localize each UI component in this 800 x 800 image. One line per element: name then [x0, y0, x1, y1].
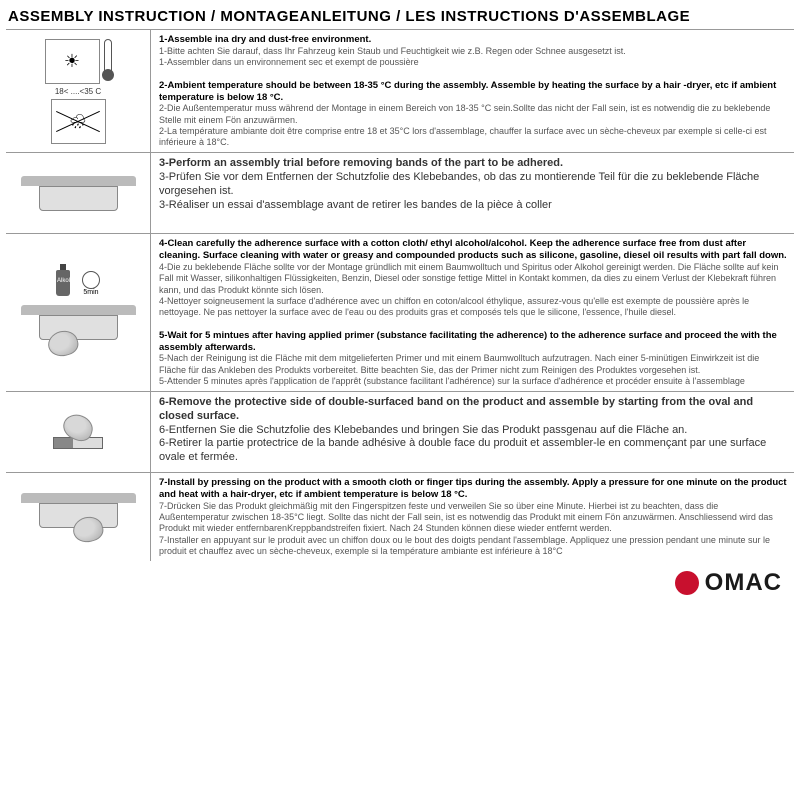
step-7-illustration — [6, 473, 151, 561]
step-6-fr: 6-Retirer la partie protectrice de la ba… — [159, 437, 766, 463]
step-5-en: 5-Wait for 5 mintues after having applie… — [159, 330, 777, 353]
logo-text: OMAC — [705, 569, 782, 597]
step-7-de: 7-Drücken Sie das Produkt gleichmäßig mi… — [159, 501, 773, 534]
timer-label: 5min — [83, 289, 98, 296]
step-1-de: 1-Bitte achten Sie darauf, dass Ihr Fahr… — [159, 46, 626, 56]
trim-piece-icon — [21, 176, 136, 211]
step-3-fr: 3-Réaliser un essai d'assemblage avant d… — [159, 199, 552, 211]
footer: OMAC — [6, 561, 794, 597]
step-5-fr: 5-Attender 5 minutes après l'application… — [159, 376, 745, 386]
step-5-de: 5-Nach der Reinigung ist die Fläche mit … — [159, 353, 759, 374]
page-title: ASSEMBLY INSTRUCTION / MONTAGEANLEITUNG … — [6, 6, 794, 29]
step-1-2-illustration: ☀ 18< ....<35 C 🌧 — [6, 30, 151, 152]
timer-icon — [82, 271, 100, 289]
step-6-text: 6-Remove the protective side of double-s… — [151, 392, 794, 472]
step-3-text: 3-Perform an assembly trial before remov… — [151, 153, 794, 233]
logo-dot-icon — [675, 571, 699, 595]
sun-icon: ☀ — [45, 39, 100, 84]
step-1-en: 1-Assemble ina dry and dust-free environ… — [159, 34, 371, 45]
no-water-icon: 🌧 — [51, 99, 106, 144]
step-4-fr: 4-Nettoyer soigneusement la surface d'ad… — [159, 296, 749, 317]
thermometer-icon — [104, 39, 112, 79]
step-2-en: 2-Ambient temperature should be between … — [159, 80, 776, 103]
step-1-2-text: 1-Assemble ina dry and dust-free environ… — [151, 30, 794, 152]
trim-clean-icon — [21, 305, 136, 340]
step-4-5-text: 4-Clean carefully the adherence surface … — [151, 234, 794, 391]
step-3-en: 3-Perform an assembly trial before remov… — [159, 157, 563, 169]
step-1-fr: 1-Assembler dans un environnement sec et… — [159, 57, 419, 67]
step-3-illustration — [6, 153, 151, 233]
step-1-2-row: ☀ 18< ....<35 C 🌧 1-Assemble ina dry and… — [6, 29, 794, 152]
step-4-de: 4-Die zu beklebende Fläche sollte vor de… — [159, 262, 778, 295]
step-4-5-illustration: Alkol 5min — [6, 234, 151, 391]
step-2-de: 2-Die Außentemperatur muss während der M… — [159, 103, 770, 124]
step-6-de: 6-Entfernen Sie die Schutzfolie des Kleb… — [159, 424, 687, 436]
step-3-de: 3-Prüfen Sie vor dem Entfernen der Schut… — [159, 171, 759, 197]
step-4-5-row: Alkol 5min 4-Clean carefully the adheren… — [6, 233, 794, 391]
step-6-row: 6-Remove the protective side of double-s… — [6, 391, 794, 472]
step-7-fr: 7-Installer en appuyant sur le produit a… — [159, 535, 770, 556]
temp-range-label: 18< ....<35 C — [55, 87, 101, 96]
step-6-illustration — [6, 392, 151, 472]
step-2-fr: 2-La température ambiante doit être comp… — [159, 126, 766, 147]
step-6-en: 6-Remove the protective side of double-s… — [159, 396, 753, 422]
alcohol-bottle-icon: Alkol — [56, 270, 70, 296]
step-3-row: 3-Perform an assembly trial before remov… — [6, 152, 794, 233]
step-7-en: 7-Install by pressing on the product wit… — [159, 477, 787, 500]
step-4-en: 4-Clean carefully the adherence surface … — [159, 238, 787, 261]
step-7-row: 7-Install by pressing on the product wit… — [6, 472, 794, 561]
step-7-text: 7-Install by pressing on the product wit… — [151, 473, 794, 561]
